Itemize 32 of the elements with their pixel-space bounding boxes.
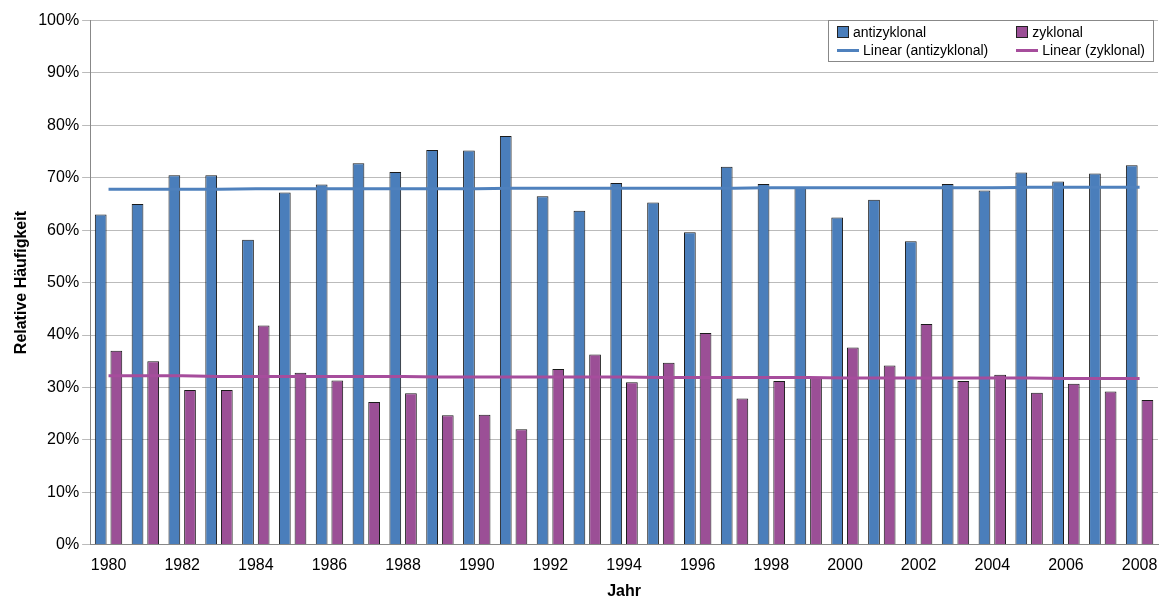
x-tick-label: 1998: [753, 555, 790, 573]
x-tick-label: 2006: [1048, 555, 1084, 573]
x-axis-title: Jahr: [607, 581, 641, 599]
x-tick-label: 2008: [1121, 555, 1158, 573]
y-tick-label: 70%: [47, 168, 80, 186]
y-tick-label: 80%: [47, 115, 80, 133]
y-tick-label: 0%: [56, 535, 80, 553]
x-tick-label: 1988: [385, 555, 422, 573]
y-axis-title: Relative Häufigkeit: [12, 210, 30, 355]
y-tick-label: 90%: [47, 63, 80, 81]
y-tick-label: 20%: [47, 430, 80, 448]
legend-label: zyklonal: [1032, 24, 1083, 40]
x-tick-label: 1982: [164, 555, 201, 573]
x-tick-label: 2002: [900, 555, 937, 573]
legend-label: Linear (zyklonal): [1042, 42, 1145, 58]
legend-label: Linear (antizyklonal): [862, 42, 989, 58]
x-tick-label: 2000: [827, 555, 863, 573]
x-tick-label: 1980: [90, 555, 127, 573]
x-tick-label: 1996: [679, 555, 716, 573]
y-tick-label: 10%: [47, 482, 80, 500]
y-tick-label: 30%: [47, 377, 80, 395]
x-tick-label: 1986: [311, 555, 348, 573]
x-tick-label: 1994: [606, 555, 642, 573]
x-tick-label: 1984: [238, 555, 274, 573]
x-tick-label: 2004: [974, 555, 1011, 573]
y-tick-label: 60%: [47, 220, 80, 238]
y-tick-label: 40%: [47, 325, 80, 343]
y-tick-label: 100%: [38, 11, 80, 29]
x-tick-label: 1990: [458, 555, 495, 573]
legend-label: antizyklonal: [852, 24, 927, 40]
y-tick-label: 50%: [47, 273, 80, 291]
x-tick-label: 1992: [532, 555, 569, 573]
